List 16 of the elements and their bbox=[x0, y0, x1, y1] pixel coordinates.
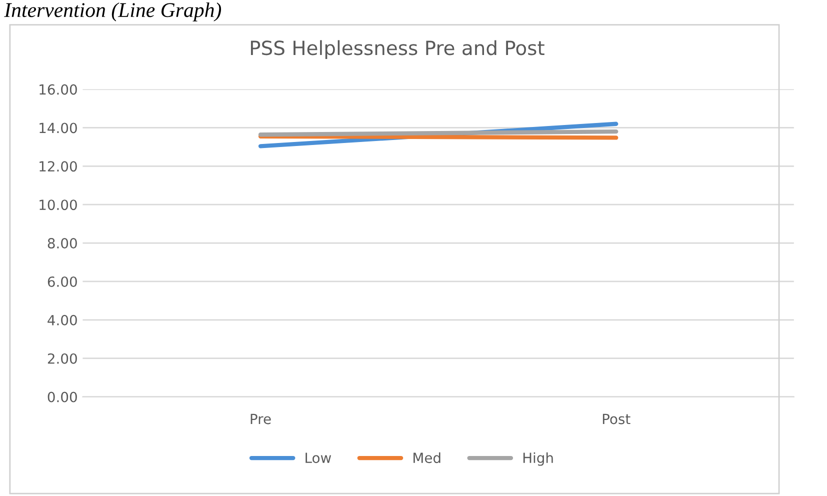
y-tick-label: 6.00 bbox=[48, 276, 77, 287]
y-tick-label: 2.00 bbox=[48, 353, 77, 364]
text: Intervention (Line Graph) bbox=[4, 2, 222, 22]
y-tick-label: 14.00 bbox=[40, 122, 77, 134]
legend-label: Med bbox=[414, 452, 440, 464]
y-tick-label: 16.00 bbox=[40, 84, 77, 95]
y-tick-label: 4.00 bbox=[48, 314, 77, 326]
y-tick-label: 8.00 bbox=[48, 238, 77, 249]
legend-label: Low bbox=[306, 452, 332, 464]
legend-label: High bbox=[523, 452, 553, 466]
y-tick-label: 10.00 bbox=[40, 200, 77, 210]
x-tick-label: Post bbox=[602, 414, 630, 424]
y-tick-label: 0.00 bbox=[48, 392, 77, 402]
y-tick-label: 12.00 bbox=[40, 161, 77, 172]
chart-title: PSS Helplessness Pre and Post bbox=[250, 40, 544, 60]
x-tick-label: Pre bbox=[250, 414, 271, 424]
